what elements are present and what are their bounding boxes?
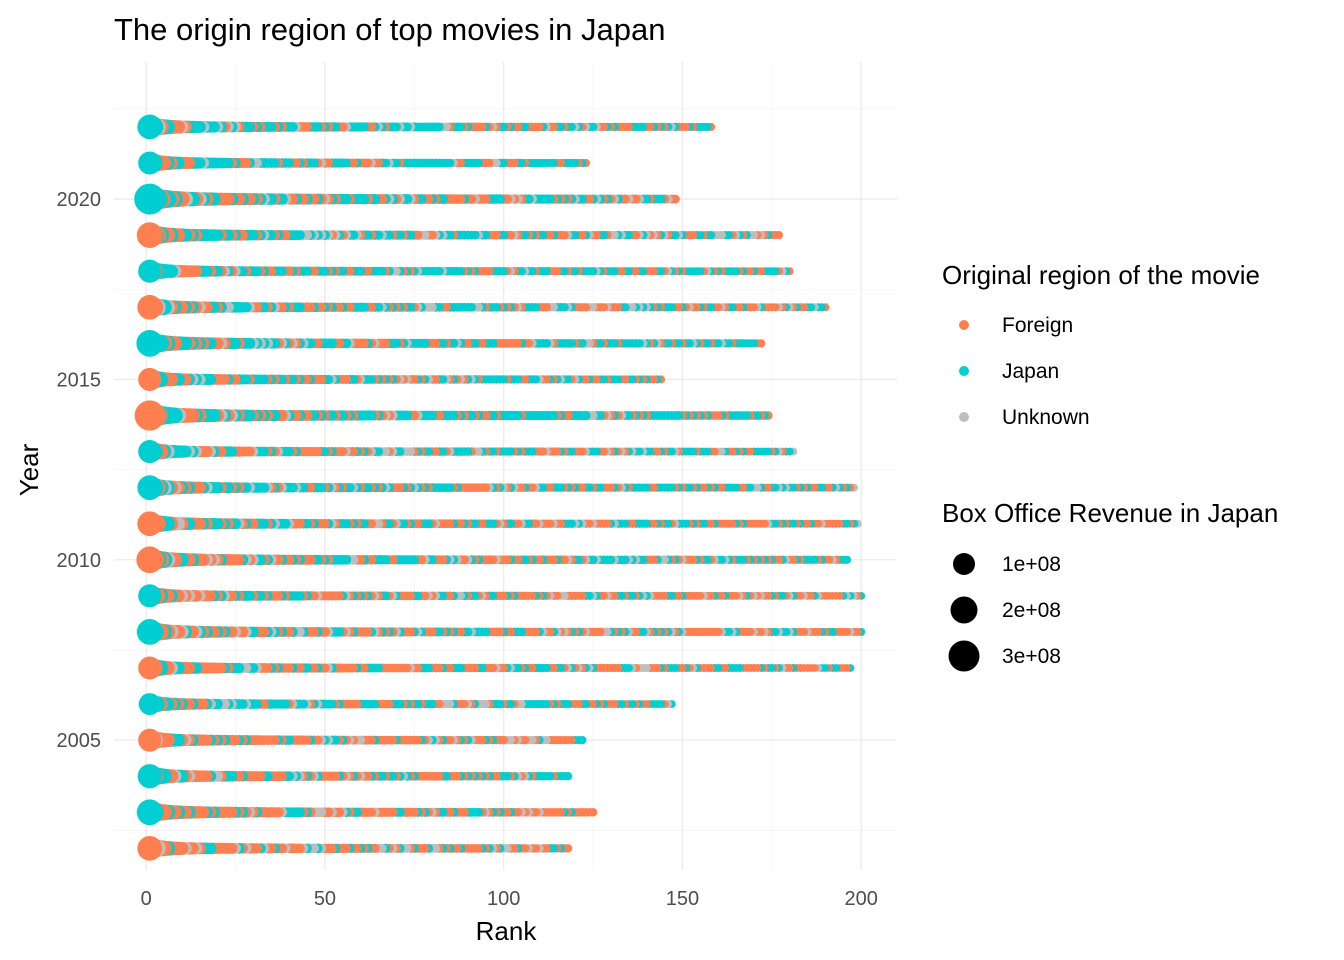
size-legend-label-1e8: 1e+08 bbox=[1002, 553, 1061, 576]
movie-point bbox=[137, 511, 163, 537]
movie-point bbox=[136, 799, 163, 826]
y-tick-label: 2020 bbox=[57, 189, 102, 211]
size-legend-label-3e8: 3e+08 bbox=[1002, 645, 1061, 668]
movie-point bbox=[137, 764, 162, 789]
legend-label-unknown: Unknown bbox=[1002, 406, 1090, 429]
movie-point bbox=[136, 222, 163, 249]
movie-point bbox=[138, 259, 162, 283]
movie-point bbox=[134, 183, 166, 215]
size-legend-key-1e8 bbox=[953, 553, 975, 575]
movie-point bbox=[137, 835, 163, 861]
size-legend-title: Box Office Revenue in Japan bbox=[942, 498, 1278, 528]
y-axis-title: Year bbox=[14, 443, 44, 496]
y-tick-label: 2015 bbox=[57, 369, 102, 391]
legend: Original region of the movie Foreign Jap… bbox=[942, 260, 1278, 672]
size-legend: Box Office Revenue in Japan 1e+08 2e+08 … bbox=[942, 498, 1278, 672]
y-tick-label: 2010 bbox=[57, 550, 102, 572]
movie-point bbox=[136, 546, 164, 574]
size-legend-key-2e8 bbox=[950, 596, 978, 624]
legend-key-foreign bbox=[959, 320, 969, 330]
movie-point bbox=[134, 400, 165, 431]
x-tick-label: 50 bbox=[314, 888, 336, 910]
size-legend-label-2e8: 2e+08 bbox=[1002, 599, 1061, 622]
x-tick-label: 100 bbox=[487, 888, 520, 910]
movie-point bbox=[137, 475, 163, 501]
movie-point bbox=[136, 330, 164, 357]
movie-point bbox=[136, 619, 163, 645]
data-points bbox=[134, 114, 866, 861]
x-axis-ticks: 0 50 100 150 200 bbox=[141, 888, 878, 910]
movie-point bbox=[138, 151, 162, 175]
size-legend-key-3e8 bbox=[948, 640, 980, 672]
legend-key-unknown bbox=[959, 412, 969, 422]
x-tick-label: 0 bbox=[141, 888, 152, 910]
chart-title: The origin region of top movies in Japan bbox=[114, 12, 665, 47]
movie-point bbox=[137, 294, 163, 320]
legend-key-japan bbox=[959, 366, 969, 376]
movie-point bbox=[138, 440, 162, 464]
legend-label-japan: Japan bbox=[1002, 360, 1059, 383]
y-tick-label: 2005 bbox=[57, 730, 102, 752]
color-legend: Original region of the movie Foreign Jap… bbox=[942, 260, 1260, 429]
movie-point bbox=[138, 656, 162, 680]
x-axis-title: Rank bbox=[476, 916, 538, 946]
movie-point bbox=[138, 728, 162, 752]
legend-label-foreign: Foreign bbox=[1002, 314, 1073, 337]
movie-point bbox=[138, 367, 162, 391]
x-tick-label: 200 bbox=[845, 888, 878, 910]
color-legend-title: Original region of the movie bbox=[942, 260, 1260, 290]
grid bbox=[114, 62, 897, 870]
x-tick-label: 150 bbox=[666, 888, 699, 910]
movie-point bbox=[138, 693, 161, 716]
movie-point bbox=[138, 584, 162, 608]
movie-point bbox=[137, 114, 163, 140]
y-axis-ticks: 2005 2010 2015 2020 bbox=[57, 189, 102, 752]
